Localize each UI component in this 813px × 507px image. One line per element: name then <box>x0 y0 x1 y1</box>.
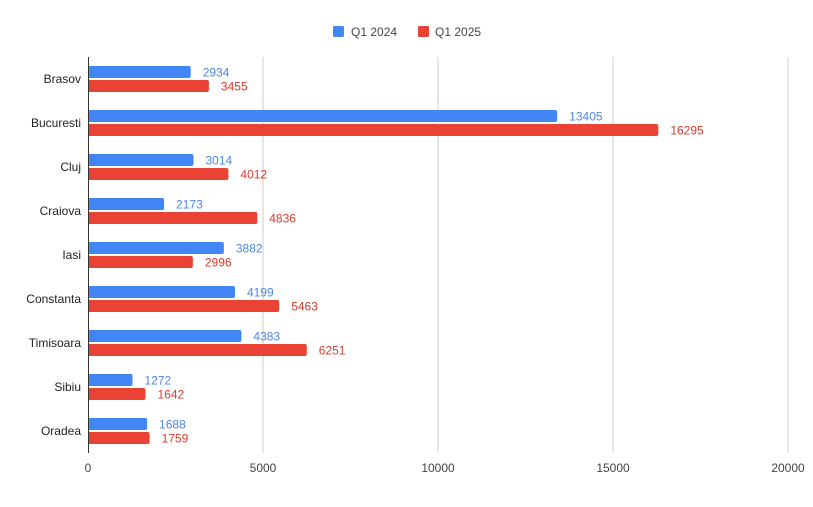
data-label: 3882 <box>236 242 263 256</box>
x-tick-label: 15000 <box>596 461 630 475</box>
data-label: 2173 <box>176 198 203 212</box>
x-tick-label: 10000 <box>421 461 455 475</box>
data-label: 6251 <box>319 344 346 358</box>
bar-q1-2025 <box>88 432 150 444</box>
data-label: 1688 <box>159 418 186 432</box>
bars <box>88 66 659 444</box>
bar-q1-2025 <box>88 388 146 400</box>
bar-q1-2024 <box>88 286 235 298</box>
data-label: 1642 <box>157 388 184 402</box>
bar-q1-2024 <box>88 418 148 430</box>
bar-q1-2025 <box>88 300 280 312</box>
category-label: Brasov <box>44 72 81 86</box>
data-label: 4383 <box>253 330 280 344</box>
category-label: Oradea <box>41 424 81 438</box>
x-tick-label: 0 <box>85 461 92 475</box>
category-label: Craiova <box>40 204 82 218</box>
bar-q1-2025 <box>88 80 209 92</box>
data-label: 1272 <box>145 374 172 388</box>
data-label: 4836 <box>269 212 296 226</box>
category-label: Bucuresti <box>31 116 81 130</box>
data-label: 13405 <box>569 110 603 124</box>
bar-q1-2025 <box>88 212 258 224</box>
bar-q1-2024 <box>88 110 558 122</box>
bar-q1-2024 <box>88 242 224 254</box>
category-label: Timisoara <box>29 336 82 350</box>
legend: Q1 2024 Q1 2025 <box>333 25 481 39</box>
legend-swatch-2 <box>418 26 429 37</box>
data-label: 2934 <box>203 66 230 80</box>
data-label: 3455 <box>221 80 248 94</box>
data-label: 4199 <box>247 286 274 300</box>
gridlines <box>262 57 789 453</box>
category-label: Iasi <box>62 248 81 262</box>
x-tick-label: 5000 <box>250 461 277 475</box>
legend-label-2: Q1 2025 <box>435 25 481 39</box>
data-label: 2996 <box>205 256 232 270</box>
category-labels: Brasov Bucuresti Cluj Craiova Iasi Constanta T… <box>26 72 81 438</box>
bar-q1-2024 <box>88 198 165 210</box>
bar-q1-2025 <box>88 344 307 356</box>
legend-swatch-1 <box>333 26 344 37</box>
x-tick-labels: 0 5000 10000 15000 20000 <box>85 461 805 475</box>
bar-q1-2024 <box>88 66 191 78</box>
category-label: Sibiu <box>54 380 81 394</box>
bar-q1-2024 <box>88 374 133 386</box>
x-tick-label: 20000 <box>771 461 805 475</box>
bar-q1-2025 <box>88 256 193 268</box>
category-label: Cluj <box>60 160 81 174</box>
data-label: 5463 <box>291 300 318 314</box>
bar-q1-2025 <box>88 168 229 180</box>
bar-q1-2025 <box>88 124 659 136</box>
bar-q1-2024 <box>88 154 194 166</box>
data-label: 1759 <box>162 432 189 446</box>
data-label: 16295 <box>670 124 704 138</box>
data-label: 3014 <box>205 154 232 168</box>
category-label: Constanta <box>26 292 81 306</box>
legend-label-1: Q1 2024 <box>351 25 397 39</box>
bar-q1-2024 <box>88 330 242 342</box>
data-label: 4012 <box>240 168 267 182</box>
